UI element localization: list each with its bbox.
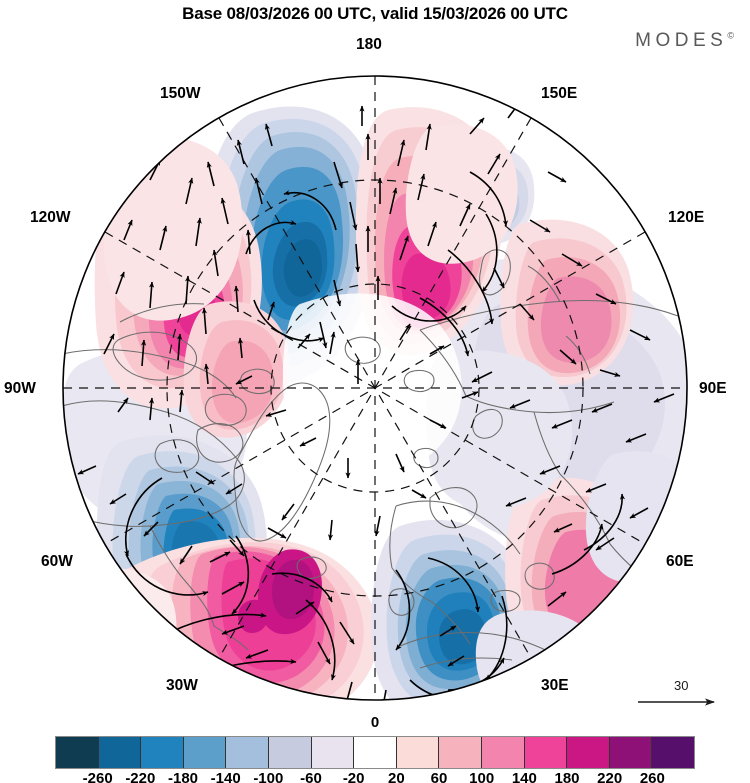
colorbar-tick-260: 260 xyxy=(639,770,665,783)
colorbar-swatch-4 xyxy=(226,737,269,768)
colorbar-tick-20: 20 xyxy=(387,770,405,783)
colorbar-swatch-10 xyxy=(481,737,525,768)
vector-scale-label: 30 xyxy=(674,678,689,693)
colorbar-tick-140: 140 xyxy=(511,770,537,783)
colorbar-swatch-7 xyxy=(354,737,397,768)
lon-label-60e: 60E xyxy=(666,553,694,570)
colorbar-tick-220: 220 xyxy=(597,770,623,783)
graticule xyxy=(63,76,687,700)
colorbar-swatch-8 xyxy=(396,737,440,768)
colorbar-swatch-14 xyxy=(652,737,694,768)
colorbar-swatch-13 xyxy=(609,737,653,768)
lon-label-150e: 150E xyxy=(541,85,578,102)
colorbar-tick-60: 60 xyxy=(430,770,448,783)
colorbar-swatch-3 xyxy=(183,737,227,768)
polar-map: 180 150W 120W 90W 60W 30W 30E 60E 90E 12… xyxy=(0,36,750,714)
lon-label-120w: 120W xyxy=(30,209,71,226)
colorbar-panel: 0 -260 -220 -180 -140 -100 -60 -20 20 60 100 140 18… xyxy=(0,714,750,783)
colorbar-swatch-1 xyxy=(98,737,142,768)
colorbar-tick--100: -100 xyxy=(253,770,284,783)
polar-map-svg xyxy=(62,75,688,701)
lon-label-90w: 90W xyxy=(4,380,36,397)
vector-scale-legend: 30 xyxy=(636,678,736,718)
colorbar-tick-labels: -260 -220 -180 -140 -100 -60 -20 20 60 100 140 180 2… xyxy=(55,770,695,783)
lon-label-120e: 120E xyxy=(668,209,705,226)
page-title: Base 08/03/2026 00 UTC, valid 15/03/2026… xyxy=(182,4,568,23)
colorbar-tick--180: -180 xyxy=(167,770,199,783)
colorbar-swatch-0 xyxy=(56,737,99,768)
lon-label-90e: 90E xyxy=(699,380,727,397)
lon-label-60w: 60W xyxy=(41,553,73,570)
colorbar-swatch-6 xyxy=(311,737,355,768)
registered-mark-icon: © xyxy=(727,30,734,41)
coastlines xyxy=(63,249,679,669)
colorbar-tick-100: 100 xyxy=(469,770,495,783)
lon-label-30w: 30W xyxy=(166,677,198,694)
modes-logo: MODES© xyxy=(635,30,734,52)
colorbar-swatch-11 xyxy=(524,737,568,768)
colorbar xyxy=(55,736,695,769)
vector-scale-arrow-icon xyxy=(638,698,715,706)
colorbar-tick--220: -220 xyxy=(125,770,156,783)
globe-outline xyxy=(62,75,688,701)
colorbar-tick--20: -20 xyxy=(342,770,365,783)
colorbar-swatch-12 xyxy=(567,737,610,768)
colorbar-swatch-2 xyxy=(141,737,184,768)
colorbar-swatch-5 xyxy=(268,737,312,768)
colorbar-tick--260: -260 xyxy=(82,770,113,783)
lon-label-30e: 30E xyxy=(541,677,569,694)
lon-label-180: 180 xyxy=(356,36,382,53)
colorbar-swatch-9 xyxy=(439,737,482,768)
colorbar-tick--60: -60 xyxy=(300,770,322,783)
anomaly-shading xyxy=(63,76,687,700)
colorbar-tick--140: -140 xyxy=(210,770,241,783)
modes-logo-text: MODES xyxy=(635,30,728,51)
lon-label-150w: 150W xyxy=(160,85,201,102)
colorbar-zero-label: 0 xyxy=(370,714,380,731)
colorbar-tick-180: 180 xyxy=(554,770,580,783)
